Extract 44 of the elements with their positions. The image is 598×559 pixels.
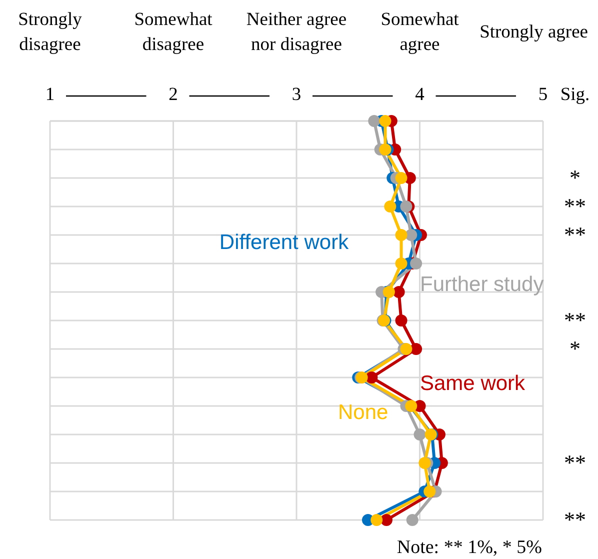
- y2-tick-label: **: [564, 308, 586, 332]
- y2-tick-label: **: [564, 507, 586, 532]
- point: [366, 372, 378, 384]
- text: Strongly disagree: [18, 10, 83, 55]
- text: Somewhat agree: [380, 10, 460, 55]
- point: [392, 286, 405, 298]
- series-label: Further study: [420, 273, 544, 296]
- x-tick-label: 4: [415, 85, 424, 105]
- point: [380, 514, 392, 526]
- point: [418, 457, 431, 469]
- point: [400, 200, 412, 212]
- x-tick-label: 1: [45, 85, 55, 105]
- text: Neither agree nor disagree: [246, 10, 347, 55]
- x-tick-label: 3: [292, 85, 302, 105]
- point: [370, 514, 383, 526]
- x-tick-label: 2: [168, 85, 178, 105]
- text: Somewhat disagree: [134, 10, 214, 55]
- point: [379, 115, 392, 127]
- series-label: Same work: [420, 372, 526, 395]
- point: [395, 172, 408, 184]
- y2-tick-label: *: [570, 336, 580, 361]
- point: [395, 258, 408, 270]
- point: [410, 258, 422, 270]
- point: [382, 286, 395, 298]
- y2-axis-title: Sig.: [560, 85, 590, 105]
- point: [424, 486, 436, 498]
- point: [395, 229, 408, 241]
- point: [405, 229, 418, 241]
- text: Strongly agree: [480, 22, 588, 42]
- text: Different work: [219, 231, 350, 254]
- point: [406, 514, 418, 526]
- y2-tick-label: **: [564, 222, 586, 247]
- point: [395, 314, 408, 326]
- point: [410, 343, 422, 355]
- text: Note: ** 1%, * 5%: [396, 537, 542, 558]
- series-label: None: [338, 401, 388, 424]
- point: [414, 428, 426, 440]
- y2-tick-label: **: [564, 450, 586, 475]
- x-tick-label: 5: [538, 85, 548, 105]
- point: [379, 144, 392, 156]
- y2-tick-label: **: [564, 194, 586, 218]
- point: [368, 115, 380, 127]
- point: [384, 200, 396, 212]
- y2-tick-label: *: [570, 165, 580, 190]
